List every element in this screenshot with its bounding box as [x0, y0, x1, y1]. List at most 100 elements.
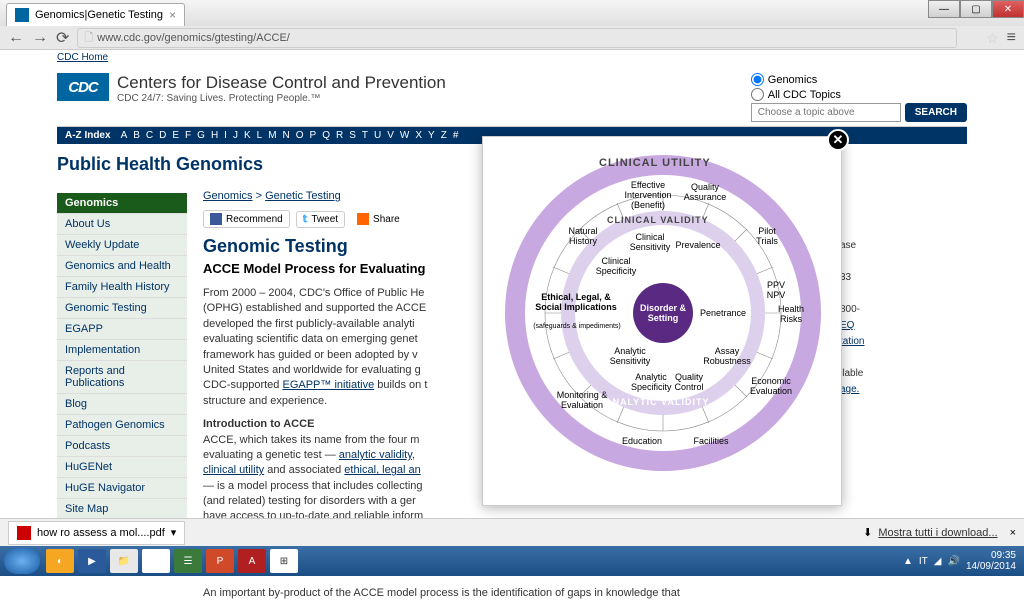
- browser-tab[interactable]: Genomics|Genetic Testing ×: [6, 3, 185, 26]
- cdc-logo[interactable]: CDC: [57, 73, 109, 101]
- az-letter[interactable]: E: [172, 130, 179, 141]
- az-letter[interactable]: V: [387, 130, 394, 141]
- tray-flag-icon[interactable]: ▲: [903, 556, 913, 567]
- sidebar-item[interactable]: Podcasts: [57, 436, 187, 457]
- az-letter[interactable]: H: [211, 130, 218, 141]
- analytic-validity-link[interactable]: analytic validity: [339, 449, 412, 461]
- breadcrumb-genomics[interactable]: Genomics: [203, 190, 253, 202]
- reload-button[interactable]: ⟳: [56, 28, 69, 48]
- az-letter[interactable]: P: [310, 130, 317, 141]
- az-letter[interactable]: D: [159, 130, 166, 141]
- forward-button[interactable]: →: [32, 29, 48, 47]
- az-letter[interactable]: K: [244, 130, 251, 141]
- az-letter[interactable]: F: [185, 130, 191, 141]
- share-icon: [357, 213, 369, 225]
- search-input[interactable]: [751, 103, 901, 122]
- az-letter[interactable]: G: [197, 130, 205, 141]
- az-letter[interactable]: U: [374, 130, 381, 141]
- sidebar-item[interactable]: Genomics: [57, 193, 187, 214]
- show-all-downloads[interactable]: Mostra tutti i download...: [878, 527, 997, 539]
- sidebar-item[interactable]: About Us: [57, 214, 187, 235]
- taskbar-app-1[interactable]: ◐: [46, 549, 74, 573]
- window-minimize[interactable]: —: [928, 0, 960, 18]
- az-letter[interactable]: J: [233, 130, 238, 141]
- az-letter[interactable]: I: [224, 130, 227, 141]
- az-letter[interactable]: A: [121, 130, 128, 141]
- az-letter[interactable]: N: [283, 130, 290, 141]
- tray-lang[interactable]: IT: [919, 556, 928, 567]
- taskbar-app-2[interactable]: ▶: [78, 549, 106, 573]
- downloads-bar: how ro assess a mol....pdf ▾ ⬇ Mostra tu…: [0, 518, 1024, 546]
- search-button[interactable]: SEARCH: [905, 103, 967, 122]
- az-letter[interactable]: Y: [428, 130, 435, 141]
- az-letter[interactable]: L: [257, 130, 263, 141]
- taskbar-app-3[interactable]: 📁: [110, 549, 138, 573]
- az-letter[interactable]: M: [268, 130, 276, 141]
- az-label: A-Z Index: [65, 130, 111, 141]
- az-letter[interactable]: C: [146, 130, 153, 141]
- address-bar[interactable]: 🗋 www.cdc.gov/genomics/gtesting/ACCE/: [77, 28, 957, 48]
- sidebar-item[interactable]: Site Map: [57, 499, 187, 520]
- sidebar-item[interactable]: HuGE Navigator: [57, 478, 187, 499]
- radio-all-topics[interactable]: [751, 88, 764, 101]
- facebook-icon: [210, 213, 222, 225]
- sidebar-item[interactable]: Implementation: [57, 340, 187, 361]
- tab-close-icon[interactable]: ×: [169, 8, 176, 22]
- tray-clock[interactable]: 09:35 14/09/2014: [966, 550, 1016, 572]
- sidebar-item[interactable]: Reports and Publications: [57, 361, 187, 394]
- twitter-icon: 𝕥: [303, 214, 308, 225]
- window-maximize[interactable]: ▢: [960, 0, 992, 18]
- az-letter[interactable]: Q: [322, 130, 330, 141]
- right-column-peek: ase 33 800- EQ tation ilable age.: [840, 238, 864, 398]
- sidebar-item[interactable]: HuGENet: [57, 457, 187, 478]
- az-letter[interactable]: Z: [441, 130, 447, 141]
- sidebar-item[interactable]: Weekly Update: [57, 235, 187, 256]
- radio-genomics[interactable]: [751, 73, 764, 86]
- taskbar-chrome[interactable]: ◉: [142, 549, 170, 573]
- sidebar-item[interactable]: EGAPP: [57, 319, 187, 340]
- az-letter[interactable]: W: [400, 130, 409, 141]
- sidebar-item[interactable]: Genomic Testing: [57, 298, 187, 319]
- elsi-link[interactable]: ethical, legal an: [344, 464, 420, 476]
- tweet-button[interactable]: 𝕥Tweet: [296, 211, 345, 228]
- sidebar: GenomicsAbout UsWeekly UpdateGenomics an…: [57, 193, 187, 520]
- breadcrumb-genetic-testing[interactable]: Genetic Testing: [265, 190, 341, 202]
- cdc-tagline: CDC 24/7: Saving Lives. Protecting Peopl…: [117, 93, 446, 104]
- taskbar: ◐ ▶ 📁 ◉ ☰ P A ⊞ ▲ IT ◢ 🔊 09:35 14/09/201…: [0, 546, 1024, 576]
- az-letter[interactable]: O: [296, 130, 304, 141]
- taskbar-powerpoint[interactable]: P: [206, 549, 234, 573]
- cdc-home-link[interactable]: CDC Home: [57, 52, 108, 63]
- az-letter[interactable]: S: [349, 130, 356, 141]
- download-item[interactable]: how ro assess a mol....pdf ▾: [8, 521, 185, 545]
- tray-network-icon[interactable]: ◢: [934, 556, 942, 567]
- az-letter[interactable]: T: [362, 130, 368, 141]
- chevron-down-icon: ▾: [171, 526, 177, 539]
- sidebar-item[interactable]: Pathogen Genomics: [57, 415, 187, 436]
- taskbar-app-4[interactable]: ☰: [174, 549, 202, 573]
- sidebar-item[interactable]: Genomics and Health: [57, 256, 187, 277]
- modal-close-button[interactable]: ✕: [827, 129, 849, 151]
- close-bar-icon[interactable]: ×: [1010, 527, 1016, 539]
- share-button[interactable]: Share: [351, 211, 406, 227]
- window-close[interactable]: ✕: [992, 0, 1024, 18]
- back-button[interactable]: ←: [8, 29, 24, 47]
- az-letter[interactable]: #: [453, 130, 459, 141]
- taskbar-adobe[interactable]: A: [238, 549, 266, 573]
- az-letter[interactable]: R: [336, 130, 343, 141]
- sidebar-item[interactable]: Family Health History: [57, 277, 187, 298]
- bookmark-icon[interactable]: ☆: [986, 30, 999, 47]
- pdf-icon: [17, 526, 31, 540]
- url-text: www.cdc.gov/genomics/gtesting/ACCE/: [97, 32, 290, 44]
- taskbar-app-5[interactable]: ⊞: [270, 549, 298, 573]
- tray-volume-icon[interactable]: 🔊: [947, 556, 959, 567]
- menu-icon[interactable]: ≡: [1007, 29, 1016, 47]
- az-letter[interactable]: B: [133, 130, 140, 141]
- az-letter[interactable]: X: [415, 130, 422, 141]
- egapp-link[interactable]: EGAPP™ initiative: [282, 379, 374, 391]
- start-button[interactable]: [4, 548, 40, 574]
- cdc-title: Centers for Disease Control and Preventi…: [117, 73, 446, 93]
- clinical-utility-link[interactable]: clinical utility: [203, 464, 264, 476]
- diagram-center: Disorder & Setting: [633, 283, 693, 343]
- fb-recommend-button[interactable]: Recommend: [203, 210, 290, 228]
- sidebar-item[interactable]: Blog: [57, 394, 187, 415]
